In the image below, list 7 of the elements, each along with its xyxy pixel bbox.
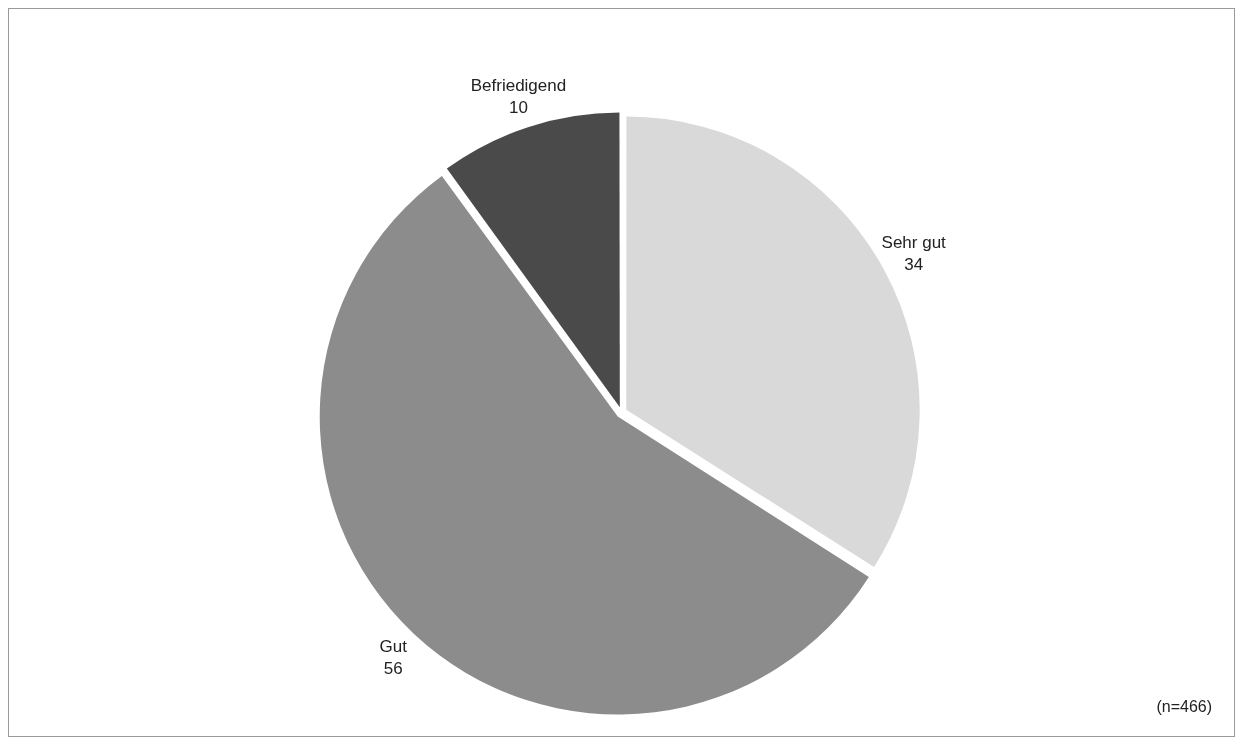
text: (n=466) xyxy=(1156,698,1212,716)
slice-label: Befriedigend xyxy=(470,76,567,96)
data-label: 56 xyxy=(383,658,403,678)
data-label: 34 xyxy=(904,254,924,274)
data-label: 10 xyxy=(509,98,528,118)
slice-label: Sehr gut xyxy=(881,232,947,252)
slice-label: Gut xyxy=(379,636,408,656)
